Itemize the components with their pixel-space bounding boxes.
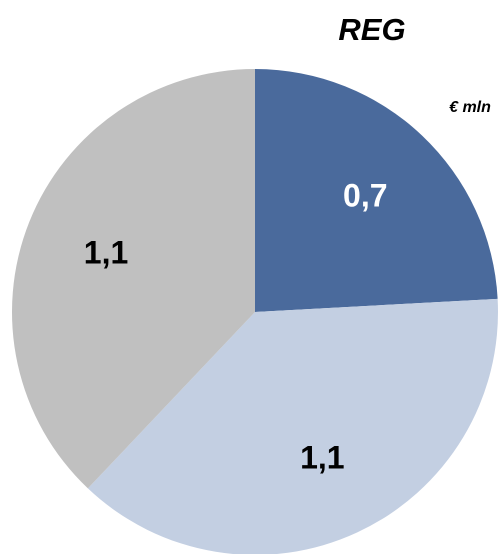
pie-slice-0 xyxy=(255,69,498,312)
pie-slice-2 xyxy=(11,69,255,489)
chart-title: REG xyxy=(338,12,405,47)
pie-slices xyxy=(11,69,498,554)
pie-slice-label-2: 1,1 xyxy=(84,235,128,271)
pie-slice-label-1: 1,1 xyxy=(300,440,344,476)
pie-slice-1 xyxy=(87,298,498,554)
unit-label: € mln xyxy=(449,99,491,116)
pie-data-labels: 0,7 1,1 1,1 xyxy=(84,178,388,476)
pie-slice-label-0: 0,7 xyxy=(343,178,387,214)
